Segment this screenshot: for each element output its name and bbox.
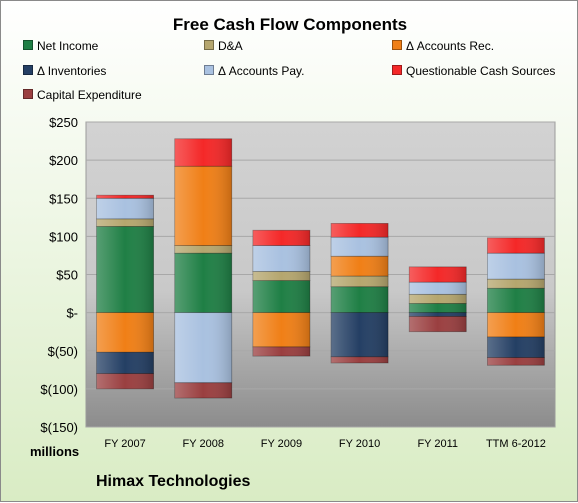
bar-shade	[487, 237, 545, 254]
bar-shade	[96, 198, 154, 219]
x-tick-label: TTM 6-2012	[486, 438, 546, 450]
bar-shade	[487, 279, 545, 289]
bar-shade	[331, 276, 389, 287]
x-tick-label: FY 2007	[104, 438, 145, 450]
x-tick-label: FY 2008	[183, 438, 224, 450]
legend-item-2: D&A	[204, 39, 243, 53]
bar-shade	[252, 280, 310, 313]
bar-shade	[174, 253, 232, 313]
y-tick-label: $(50)	[48, 344, 78, 359]
bar-shade	[96, 373, 154, 389]
legend-item-3: Δ Accounts Rec.	[392, 39, 494, 53]
bar-shade	[174, 245, 232, 254]
y-tick-label: $50	[56, 268, 78, 283]
legend-item-5: Δ Accounts Pay.	[204, 64, 305, 78]
legend-item-4: Δ Inventories	[23, 64, 106, 78]
y-tick-label: $100	[49, 229, 78, 244]
legend-swatch	[23, 40, 33, 50]
legend-label: Δ Accounts Rec.	[406, 39, 495, 53]
bar-shade	[331, 256, 389, 277]
bar-shade	[487, 253, 545, 280]
legend-swatch	[23, 65, 33, 75]
company-label: Himax Technologies	[96, 473, 251, 490]
y-tick-label: $250	[49, 115, 78, 130]
legend-swatch	[392, 65, 402, 75]
x-tick-label: FY 2009	[261, 438, 302, 450]
legend-item-6: Questionable Cash Sources	[392, 64, 555, 78]
bar-shade	[96, 352, 154, 374]
bar-shade	[409, 316, 467, 332]
bar-shade	[409, 294, 467, 304]
bar-shade	[487, 312, 545, 338]
legend-label: Δ Accounts Pay.	[218, 64, 305, 78]
y-tick-label: $(150)	[40, 420, 78, 435]
bar-shade	[252, 230, 310, 246]
bar-shade	[487, 337, 545, 358]
bar-shade	[331, 286, 389, 313]
bar-shade	[252, 346, 310, 357]
legend-swatch	[204, 65, 214, 75]
bar-shade	[487, 288, 545, 313]
legend-label: Net Income	[37, 39, 99, 53]
y-tick-label: $200	[49, 153, 78, 168]
x-tick-label: FY 2010	[339, 438, 380, 450]
bar-shade	[252, 312, 310, 347]
bar-shade	[96, 195, 154, 199]
bar-shade	[174, 312, 232, 383]
bar-shade	[331, 223, 389, 238]
bar-shade	[331, 237, 389, 257]
x-tick-label: FY 2011	[417, 438, 458, 450]
legend-label: Capital Expenditure	[37, 88, 142, 102]
bar-shade	[409, 312, 467, 317]
bar-shade	[331, 312, 389, 357]
bar-shade	[174, 166, 232, 246]
y-tick-label: $-	[66, 306, 78, 321]
bar-shade	[96, 218, 154, 227]
legend-swatch	[392, 40, 402, 50]
bar-shade	[174, 138, 232, 167]
bar-shade	[487, 357, 545, 366]
legend-item-7: Capital Expenditure	[23, 88, 142, 102]
y-tick-label: $150	[49, 191, 78, 206]
bar-shade	[174, 382, 232, 399]
units-label: millions	[30, 444, 80, 459]
bar-shade	[96, 226, 154, 313]
legend-swatch	[23, 89, 33, 99]
legend-swatch	[204, 40, 214, 50]
bar-shade	[96, 312, 154, 353]
chart-title: Free Cash Flow Components	[172, 15, 408, 34]
legend-label: Δ Inventories	[37, 64, 107, 78]
y-tick-label: $(100)	[40, 382, 78, 397]
bar-shade	[409, 303, 467, 313]
bar-shade	[409, 266, 467, 283]
bar-shade	[331, 356, 389, 363]
legend-label: Questionable Cash Sources	[406, 64, 556, 78]
bar-shade	[252, 245, 310, 272]
legend-label: D&A	[218, 39, 243, 53]
bar-shade	[252, 271, 310, 281]
legend-item-1: Net Income	[23, 39, 98, 53]
bar-shade	[409, 282, 467, 295]
